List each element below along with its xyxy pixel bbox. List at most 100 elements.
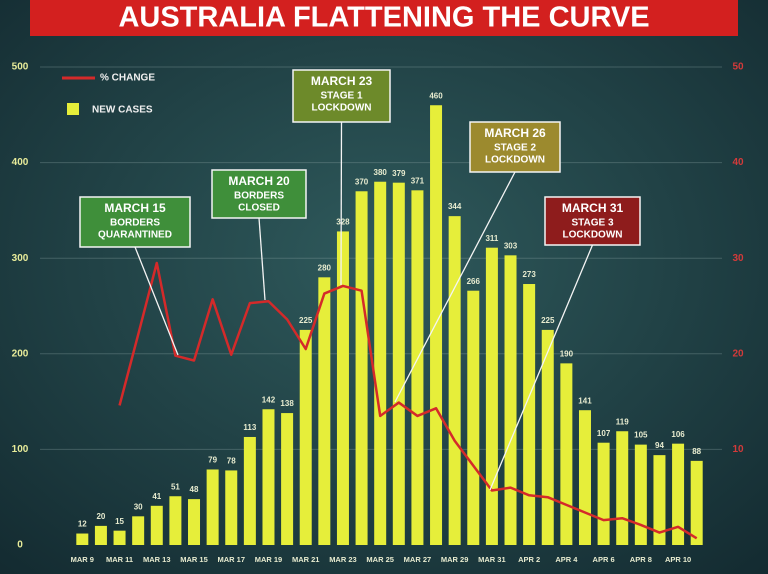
annotation-text: LOCKDOWN (312, 103, 372, 114)
annotation-text: STAGE 2 (494, 143, 536, 154)
bar-value-label: 41 (152, 492, 161, 501)
x-tick-label: APR 6 (593, 555, 615, 564)
bar (355, 191, 368, 545)
x-tick-label: MAR 21 (292, 555, 320, 564)
bar (523, 284, 536, 545)
annotation-box (469, 121, 561, 173)
bar-value-label: 30 (134, 502, 143, 511)
annotation-pointer (134, 246, 179, 356)
legend-swatch (67, 103, 79, 115)
bar-value-label: 15 (115, 517, 124, 526)
y-tick-label: 500 (12, 62, 29, 73)
x-tick-label: MAR 25 (366, 555, 394, 564)
annotation-box (292, 69, 391, 123)
y-tick-label: 400 (12, 157, 29, 168)
annotation-pointer (489, 244, 594, 491)
bar-value-label: 105 (634, 431, 648, 440)
y2-tick-label: 40 (732, 157, 744, 168)
bar (225, 470, 238, 545)
line (118, 261, 698, 540)
bar (560, 363, 573, 545)
bar-value-label: 141 (578, 396, 592, 405)
bar-value-label: 190 (560, 349, 574, 358)
bar-value-label: 344 (448, 202, 462, 211)
annotation-box (544, 196, 641, 246)
annotation-pointer (340, 121, 343, 286)
x-tick-label: MAR 27 (404, 555, 432, 564)
bar-value-label: 142 (262, 395, 276, 404)
annotation-pointer (394, 171, 516, 403)
annotation-text: QUARANTINED (98, 230, 172, 241)
bar (541, 329, 554, 545)
x-tick-label: MAR 9 (71, 555, 94, 564)
bar (318, 277, 331, 545)
bar (336, 231, 349, 545)
bar (262, 409, 275, 545)
bar-value-label: 106 (671, 430, 685, 439)
bar (672, 443, 685, 545)
bar (634, 444, 647, 545)
annotation-text: MARCH 20 (228, 174, 290, 188)
legend-label: NEW CASES (92, 105, 153, 116)
annotation-text: STAGE 3 (571, 218, 613, 229)
bar (485, 247, 498, 545)
bar (430, 105, 443, 546)
bar (243, 436, 256, 545)
bar-value-label: 88 (692, 447, 701, 456)
bar-value-label: 48 (190, 485, 199, 494)
bar (504, 255, 517, 545)
bar-value-label: 266 (467, 277, 481, 286)
bar-value-label: 20 (96, 512, 105, 521)
bar-value-label: 225 (541, 316, 555, 325)
bar-value-label: 94 (655, 441, 664, 450)
annotation-text: MARCH 15 (104, 201, 166, 215)
bar-value-label: 78 (227, 457, 236, 466)
x-tick-label: MAR 13 (143, 555, 171, 564)
bar (76, 533, 89, 545)
bar-value-label: 370 (355, 177, 369, 186)
x-tick-label: MAR 29 (441, 555, 469, 564)
bar-value-label: 51 (171, 482, 180, 491)
x-tick-label: MAR 15 (180, 555, 208, 564)
annotation-text: LOCKDOWN (485, 155, 545, 166)
bar (597, 442, 610, 545)
bar-value-label: 328 (336, 218, 350, 227)
bar (281, 413, 294, 545)
title-banner (30, 0, 738, 36)
x-tick-label: APR 8 (630, 555, 652, 564)
bar-value-label: 280 (318, 263, 332, 272)
bar (94, 525, 107, 545)
bar-value-label: 311 (485, 234, 498, 243)
bar-value-label: 12 (78, 520, 87, 529)
bar (169, 496, 182, 545)
y-tick-label: 300 (12, 253, 29, 264)
annotation-text: MARCH 26 (484, 126, 546, 140)
legend-label: % CHANGE (100, 73, 155, 84)
bar-value-label: 107 (597, 429, 611, 438)
chart-title: AUSTRALIA FLATTENING THE CURVE (118, 2, 649, 34)
bar-value-label: 303 (504, 241, 518, 250)
bar (578, 410, 591, 545)
bar (188, 499, 201, 545)
bar (113, 530, 126, 545)
bar (690, 460, 703, 545)
bar-value-label: 138 (280, 399, 294, 408)
annotation-text: MARCH 31 (562, 201, 624, 215)
bar-value-label: 380 (374, 168, 388, 177)
x-tick-label: MAR 17 (217, 555, 245, 564)
annotation-text: BORDERS (234, 191, 284, 202)
annotation-pointer (258, 217, 266, 301)
y-tick-label: 100 (12, 444, 29, 455)
bar (299, 329, 312, 545)
y-tick-label: 200 (12, 348, 29, 359)
x-tick-label: MAR 19 (255, 555, 283, 564)
x-tick-label: APR 10 (665, 555, 691, 564)
bar-value-label: 113 (243, 423, 256, 432)
bar (448, 216, 461, 546)
bar-value-label: 371 (411, 176, 425, 185)
annotation-box (211, 169, 307, 219)
x-tick-label: APR 2 (518, 555, 540, 564)
x-tick-label: MAR 31 (478, 555, 506, 564)
bar (411, 190, 424, 545)
